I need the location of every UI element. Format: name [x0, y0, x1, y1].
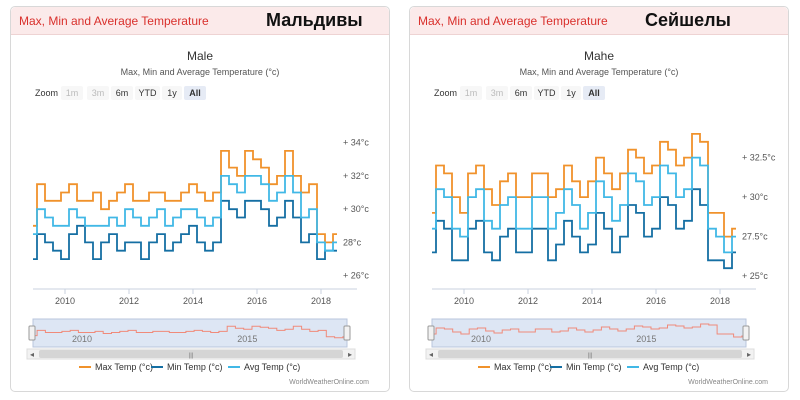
chart-panel-male: Max, Min and Average Temperature Мальдив…: [10, 6, 390, 392]
navigator-handle-left[interactable]: [28, 325, 36, 341]
temperature-chart[interactable]: Male Max, Min and Average Temperature (°c…: [11, 34, 389, 392]
x-tick-label: 2014: [582, 296, 602, 306]
series-line-avg[interactable]: [432, 156, 736, 254]
zoom-button-ytd[interactable]: [135, 86, 160, 100]
zoom-button-label: YTD: [538, 88, 557, 98]
x-tick-label: 2012: [119, 296, 139, 306]
scroll-left-arrow-icon[interactable]: ◂: [429, 350, 433, 359]
zoom-button-label: 1m: [66, 88, 79, 98]
panel-header: Max, Min and Average Temperature: [410, 7, 788, 35]
navigator-series-line: [33, 325, 347, 339]
zoom-button-6m[interactable]: [510, 86, 532, 100]
zoom-button-label: 1y: [566, 88, 576, 98]
navigator-tick-label: 2015: [636, 334, 656, 344]
legend-item[interactable]: Max Temp (°c): [95, 362, 153, 372]
zoom-button-1y[interactable]: [162, 86, 182, 100]
temperature-chart[interactable]: Mahe Max, Min and Average Temperature (°c…: [410, 34, 788, 392]
series-line-max[interactable]: [432, 133, 736, 238]
scrollbar-thumb[interactable]: [438, 350, 742, 358]
y-tick-label: 27.5°c: [742, 232, 768, 242]
zoom-button-1y[interactable]: [561, 86, 581, 100]
y-tick-label: + 26°c: [343, 271, 369, 281]
y-tick-label: + 32.5°c: [742, 153, 776, 163]
zoom-button-1m[interactable]: [460, 86, 482, 100]
zoom-button-all[interactable]: [184, 86, 206, 100]
scrollbar-grip-icon: |||: [588, 353, 593, 359]
zoom-label: Zoom: [35, 88, 58, 98]
y-tick-label: + 32°c: [343, 171, 369, 181]
country-label: Сейшелы: [645, 10, 731, 30]
chart-panel-mahe: Max, Min and Average Temperature Сейшелы…: [409, 6, 789, 392]
panel-header: Max, Min and Average Temperature: [11, 7, 389, 35]
y-tick-label: + 25°c: [742, 271, 768, 281]
zoom-label: Zoom: [434, 88, 457, 98]
zoom-button-label: 6m: [116, 88, 129, 98]
scroll-right-arrow-icon[interactable]: ▸: [747, 350, 751, 359]
panel-header-title: Max, Min and Average Temperature: [19, 14, 209, 28]
zoom-button-label: All: [588, 88, 600, 98]
scroll-left-arrow-icon[interactable]: ◂: [30, 350, 34, 359]
zoom-button-6m[interactable]: [111, 86, 133, 100]
panel-header-title: Max, Min and Average Temperature: [418, 14, 608, 28]
series-line-min[interactable]: [33, 199, 337, 260]
zoom-button-3m[interactable]: [486, 86, 508, 100]
navigator-handle-right[interactable]: [742, 325, 750, 341]
legend-item[interactable]: Min Temp (°c): [167, 362, 222, 372]
x-tick-label: 2018: [710, 296, 730, 306]
navigator-tick-label: 2010: [471, 334, 491, 344]
series-line-min[interactable]: [432, 188, 736, 270]
navigator-handle-right[interactable]: [343, 325, 351, 341]
x-tick-label: 2014: [183, 296, 203, 306]
y-tick-label: + 30°c: [742, 192, 768, 202]
navigator-series-line: [432, 323, 746, 338]
zoom-button-ytd[interactable]: [534, 86, 559, 100]
chart-title: Male: [187, 49, 213, 63]
legend-item[interactable]: Avg Temp (°c): [244, 362, 300, 372]
navigator-tick-label: 2010: [72, 334, 92, 344]
zoom-button-label: 1y: [167, 88, 177, 98]
y-tick-label: + 30°c: [343, 204, 369, 214]
zoom-button-label: 1m: [465, 88, 478, 98]
credit-text[interactable]: WorldWeatherOnline.com: [688, 379, 768, 386]
x-tick-label: 2016: [646, 296, 666, 306]
zoom-button-all[interactable]: [583, 86, 605, 100]
y-tick-label: 28°c: [343, 237, 362, 247]
zoom-button-label: 6m: [515, 88, 528, 98]
country-label: Мальдивы: [266, 10, 363, 30]
x-tick-label: 2016: [247, 296, 267, 306]
x-tick-label: 2012: [518, 296, 538, 306]
y-tick-label: + 34°c: [343, 138, 369, 148]
scrollbar-thumb[interactable]: [39, 350, 343, 358]
series-line-max[interactable]: [33, 150, 337, 244]
zoom-button-3m[interactable]: [87, 86, 109, 100]
zoom-button-label: 3m: [491, 88, 504, 98]
zoom-button-1m[interactable]: [61, 86, 83, 100]
zoom-button-label: 3m: [92, 88, 105, 98]
series-line-avg[interactable]: [33, 175, 337, 252]
legend-item[interactable]: Min Temp (°c): [566, 362, 621, 372]
chart-title: Mahe: [584, 49, 614, 63]
x-tick-label: 2010: [55, 296, 75, 306]
scroll-right-arrow-icon[interactable]: ▸: [348, 350, 352, 359]
scrollbar-grip-icon: |||: [189, 353, 194, 359]
legend-item[interactable]: Avg Temp (°c): [643, 362, 699, 372]
zoom-button-label: YTD: [139, 88, 158, 98]
x-tick-label: 2018: [311, 296, 331, 306]
x-tick-label: 2010: [454, 296, 474, 306]
chart-subtitle: Max, Min and Average Temperature (°c): [121, 67, 280, 77]
chart-subtitle: Max, Min and Average Temperature (°c): [520, 67, 679, 77]
legend-item[interactable]: Max Temp (°c): [494, 362, 552, 372]
navigator-handle-left[interactable]: [427, 325, 435, 341]
zoom-button-label: All: [189, 88, 201, 98]
credit-text[interactable]: WorldWeatherOnline.com: [289, 379, 369, 386]
navigator-selection[interactable]: [431, 318, 747, 348]
navigator-tick-label: 2015: [237, 334, 257, 344]
